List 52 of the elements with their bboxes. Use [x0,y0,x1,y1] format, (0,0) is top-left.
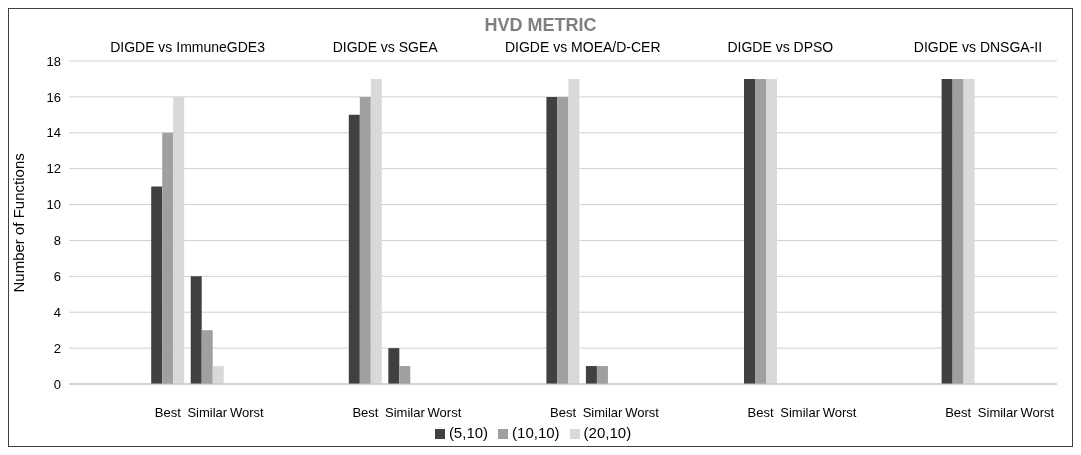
bar [162,132,174,384]
x-tick-label: Best [549,405,577,421]
x-tick-label: Similar [385,405,426,421]
bar [557,96,569,384]
y-tick-label: 6 [53,268,61,284]
x-tick-label: Best [352,405,379,421]
y-tick-label: 10 [46,197,61,213]
x-tick-label: Worst [427,405,462,421]
y-tick-label: 18 [46,53,61,69]
x-tick-label: Worst [1020,405,1055,421]
text: DIGDE vs DPSO [727,39,834,55]
text: DIGDE vs ImmuneGDE3 [110,39,265,55]
y-tick-label: 2 [53,340,61,356]
bar [585,366,597,384]
y-tick-label: 4 [53,304,61,320]
legend-label: (20,10) [583,424,632,441]
bar [755,78,766,384]
x-tick-label: Best [945,405,972,421]
text: DIGDE vs DNSGA-II [913,39,1043,55]
y-tick-label: 16 [46,89,61,105]
bar [348,114,360,384]
x-tick-label: Similar [187,405,228,421]
x-tick-label: Worst [822,405,857,421]
legend-label: (5,10) [448,424,489,441]
text: DIGDE vs SGEA [332,39,438,55]
bar [546,96,558,384]
bar [190,276,202,384]
x-tick-label: Worst [229,405,265,421]
y-tick-label: 14 [46,125,61,141]
bar [952,78,964,384]
chart-title: HVD METRIC [483,15,598,36]
bar [744,78,755,384]
y-tick-label: 12 [46,161,61,177]
bar [151,186,163,384]
bar [359,96,371,384]
x-tick-label: Similar [780,405,821,421]
x-tick-label: Best [747,405,774,421]
bar [596,366,608,384]
text: DIGDE vs MOEA/D-CER [504,39,661,55]
bar [212,366,224,384]
bar [388,348,400,384]
legend-label: (10,10) [512,424,560,441]
x-tick-label: Best [154,405,182,421]
x-tick-label: Worst [625,405,660,421]
y-axis-title: Number of Functions [10,153,28,293]
x-tick-label: Similar [977,405,1019,421]
y-tick-label: 0 [53,376,61,392]
bar [201,330,213,384]
bar [941,78,953,384]
x-tick-label: Similar [582,405,624,421]
y-tick-label: 8 [53,233,61,249]
bar [399,366,411,384]
